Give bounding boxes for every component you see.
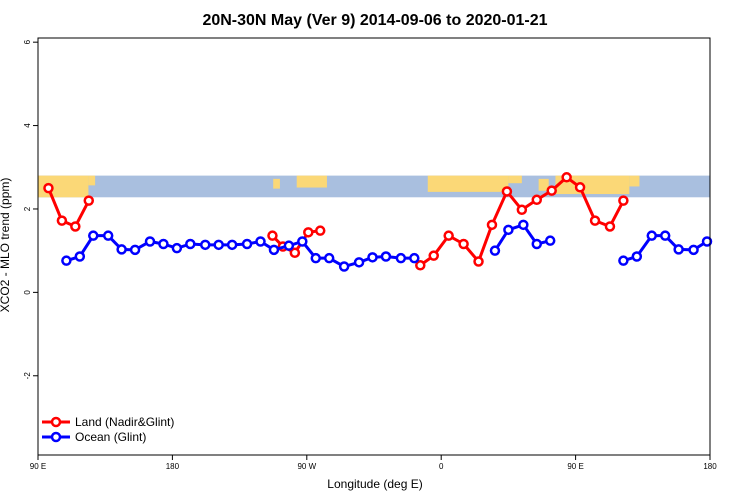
data-point [618, 195, 629, 206]
x-tick-label: 90 W [297, 462, 316, 471]
data-point [443, 230, 454, 241]
data-point [226, 239, 238, 251]
y-tick-label: 4 [23, 123, 32, 128]
chart-title: 20N-30N May (Ver 9) 2014-09-06 to 2020-0… [202, 12, 547, 29]
data-point [367, 252, 378, 263]
data-point [310, 252, 322, 264]
data-point [255, 236, 266, 247]
data-point [158, 238, 169, 250]
y-tick-label: -2 [23, 372, 32, 380]
data-point [200, 239, 211, 251]
data-point [561, 172, 572, 183]
data-point [88, 230, 99, 241]
data-point [241, 238, 253, 250]
data-point [289, 247, 301, 259]
map-land [538, 178, 549, 191]
data-point [83, 195, 95, 206]
data-point [428, 250, 439, 261]
series-layer [43, 172, 713, 272]
data-point [673, 244, 684, 255]
data-point [171, 242, 183, 254]
data-point [116, 244, 127, 255]
legend-marker [50, 416, 62, 428]
data-point [415, 260, 426, 271]
y-axis: -2 0 2 4 6 [23, 39, 38, 379]
data-point [61, 255, 72, 266]
y-tick-label: 0 [23, 290, 32, 295]
data-point [323, 252, 335, 264]
data-point [353, 257, 365, 268]
data-point [314, 225, 326, 236]
data-point [144, 236, 156, 247]
legend-marker [50, 431, 62, 443]
data-point [546, 185, 557, 196]
map-land [555, 175, 630, 195]
data-point [503, 224, 514, 236]
data-point [267, 230, 278, 241]
map-land [296, 175, 327, 188]
plot-frame [37, 37, 711, 456]
data-point [486, 219, 498, 231]
data-point [473, 256, 484, 267]
data-point [531, 194, 543, 206]
data-point [631, 251, 643, 262]
x-axis: 90 E 180 90 W 0 90 E 180 [30, 455, 717, 471]
data-point [395, 252, 407, 264]
data-point [129, 244, 141, 256]
series-land [43, 172, 629, 271]
x-tick-label: 90 E [567, 462, 583, 471]
data-point [102, 230, 114, 241]
x-tick-label: 90 E [30, 462, 46, 471]
legend: Land (Nadir&Glint)Ocean (Glint) [42, 415, 174, 444]
series-line [47, 187, 91, 228]
data-point [268, 244, 280, 256]
x-tick-label: 180 [703, 462, 717, 471]
data-point [458, 238, 469, 250]
data-point [701, 236, 713, 247]
data-point [589, 215, 601, 226]
x-tick-label: 180 [166, 462, 180, 471]
legend-label: Land (Nadir&Glint) [75, 415, 174, 429]
data-point [659, 230, 671, 241]
y-tick-label: 6 [23, 39, 32, 44]
data-point [501, 186, 513, 197]
data-point [688, 244, 699, 256]
data-point [283, 240, 295, 251]
map-land [629, 175, 640, 187]
map-land [508, 175, 522, 184]
series-ocean [61, 219, 713, 272]
data-point [303, 227, 314, 238]
y-axis-title: XCO2 - MLO trend (ppm) [0, 178, 12, 313]
data-point [74, 251, 86, 262]
x-axis-title: Longitude (deg E) [327, 477, 422, 491]
data-point [297, 236, 308, 247]
data-point [56, 215, 68, 226]
data-point [574, 182, 586, 193]
data-point [43, 182, 54, 194]
data-point [516, 204, 528, 216]
data-point [646, 230, 658, 241]
data-point [185, 238, 196, 250]
map-land [273, 178, 280, 189]
data-point [70, 221, 81, 232]
legend-label: Ocean (Glint) [75, 430, 146, 444]
data-point [213, 239, 224, 251]
world-map-band [38, 175, 710, 198]
data-point [518, 219, 529, 231]
data-point [604, 221, 616, 232]
data-point [544, 235, 556, 246]
data-point [618, 255, 629, 266]
map-land [427, 175, 509, 192]
data-point [409, 252, 420, 264]
data-point [489, 245, 501, 256]
data-point [338, 261, 350, 272]
data-point [531, 238, 543, 250]
map-land [88, 175, 96, 186]
data-point [380, 251, 392, 262]
x-tick-label: 0 [439, 462, 444, 471]
y-tick-label: 2 [23, 206, 32, 211]
